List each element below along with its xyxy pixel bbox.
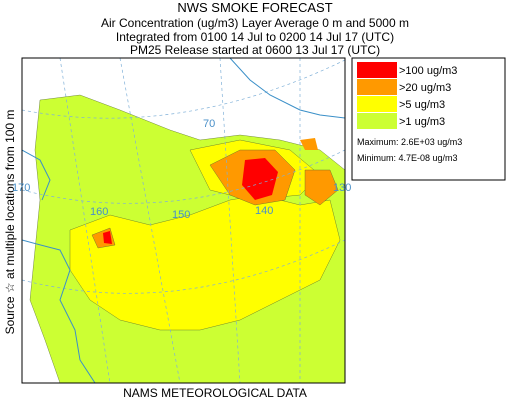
legend-swatch — [357, 62, 397, 78]
map-label: 170 — [12, 182, 30, 194]
subtitle: Integrated from 0100 14 Jul to 0200 14 J… — [116, 30, 394, 44]
maximum: Maximum: 2.6E+03 ug/m3 — [357, 137, 462, 147]
map-label: 150 — [172, 209, 190, 221]
legend-label: >100 ug/m3 — [399, 65, 457, 77]
source-label: Source ☆ at multiple locations from 100 … — [3, 110, 17, 335]
map-label: 70 — [203, 118, 215, 130]
coastline — [22, 58, 345, 383]
graticule — [22, 58, 345, 383]
concentration-area — [242, 158, 278, 200]
footer: NAMS METEOROLOGICAL DATA — [123, 386, 307, 400]
concentration-area — [69, 194, 341, 331]
legend-label: >20 ug/m3 — [399, 82, 451, 94]
map-label: 130 — [333, 182, 351, 194]
map: 70 170 160 150 140 130 — [12, 57, 351, 384]
legend-label: >1 ug/m3 — [399, 116, 445, 128]
concentration-area — [304, 169, 339, 206]
concentration-area — [300, 138, 318, 150]
subtitle: Air Concentration (ug/m3) Layer Average … — [101, 16, 409, 30]
title: NWS SMOKE FORECAST — [177, 0, 332, 15]
minimum: Minimum: 4.7E-08 ug/m3 — [357, 153, 458, 163]
map-label: 140 — [255, 205, 273, 217]
legend-swatch — [357, 96, 397, 112]
legend: Maximum: 2.6E+03 ug/m3 Minimum: 4.7E-08 … — [351, 57, 506, 181]
legend-swatch — [357, 113, 397, 129]
concentration-area — [103, 231, 112, 244]
legend-swatch — [357, 79, 397, 95]
subtitle: PM25 Release started at 0600 13 Jul 17 (… — [130, 43, 380, 57]
legend-label: >5 ug/m3 — [399, 99, 445, 111]
map-label: 160 — [90, 206, 108, 218]
